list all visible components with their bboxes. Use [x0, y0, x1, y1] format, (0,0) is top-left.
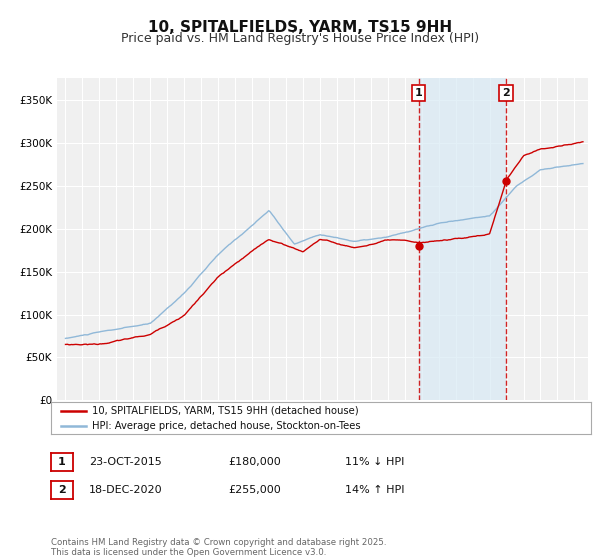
Text: 2: 2 — [502, 88, 510, 98]
Text: 23-OCT-2015: 23-OCT-2015 — [89, 457, 161, 467]
Text: 1: 1 — [58, 457, 65, 467]
Text: 10, SPITALFIELDS, YARM, TS15 9HH: 10, SPITALFIELDS, YARM, TS15 9HH — [148, 20, 452, 35]
Text: 2: 2 — [58, 485, 65, 495]
Text: £180,000: £180,000 — [228, 457, 281, 467]
Bar — [419, 78, 506, 400]
Text: 11% ↓ HPI: 11% ↓ HPI — [345, 457, 404, 467]
Text: Contains HM Land Registry data © Crown copyright and database right 2025.
This d: Contains HM Land Registry data © Crown c… — [51, 538, 386, 557]
Text: £255,000: £255,000 — [228, 485, 281, 495]
Text: 10, SPITALFIELDS, YARM, TS15 9HH (detached house): 10, SPITALFIELDS, YARM, TS15 9HH (detach… — [91, 405, 358, 416]
Text: 14% ↑ HPI: 14% ↑ HPI — [345, 485, 404, 495]
Text: 18-DEC-2020: 18-DEC-2020 — [89, 485, 163, 495]
Text: Price paid vs. HM Land Registry's House Price Index (HPI): Price paid vs. HM Land Registry's House … — [121, 32, 479, 45]
Text: 1: 1 — [415, 88, 422, 98]
Text: HPI: Average price, detached house, Stockton-on-Tees: HPI: Average price, detached house, Stoc… — [91, 421, 360, 431]
